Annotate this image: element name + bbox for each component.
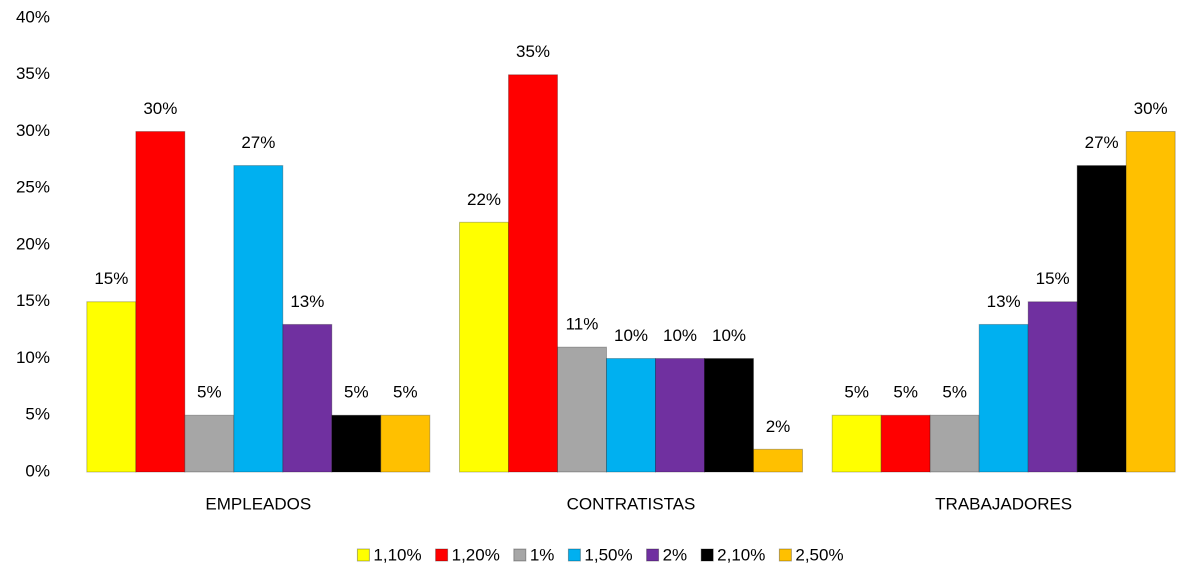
bar	[978, 323, 1029, 473]
x-tick-label: TRABAJADORES	[935, 494, 1072, 513]
bar	[753, 448, 803, 473]
legend-item: 1,20%	[435, 545, 500, 564]
legend-swatch	[435, 548, 449, 562]
legend-label: 2,10%	[717, 545, 765, 564]
bar	[831, 414, 882, 473]
y-tick-label: 40%	[16, 7, 50, 26]
y-tick-label: 30%	[16, 121, 50, 140]
bar	[380, 414, 431, 473]
legend-swatch	[356, 548, 370, 562]
data-label: 15%	[1036, 269, 1070, 288]
legend-item: 1%	[513, 545, 555, 564]
legend-label: 1%	[530, 545, 555, 564]
y-tick-label: 25%	[16, 178, 50, 197]
y-tick-label: 0%	[25, 461, 50, 480]
bar	[135, 131, 186, 473]
data-label: 27%	[241, 133, 275, 152]
legend-label: 1,10%	[373, 545, 421, 564]
bar	[1027, 301, 1078, 473]
data-label: 5%	[344, 383, 369, 402]
y-tick-label: 15%	[16, 291, 50, 310]
x-tick-label: EMPLEADOS	[205, 494, 311, 513]
data-label: 15%	[94, 269, 128, 288]
y-tick-label: 5%	[25, 405, 50, 424]
bar	[880, 414, 931, 473]
legend-item: 1,10%	[356, 545, 422, 564]
x-tick-label: CONTRATISTAS	[567, 494, 696, 513]
bar	[233, 165, 284, 473]
data-label: 27%	[1085, 133, 1119, 152]
legend-item: 2,50%	[778, 545, 844, 564]
bar	[1125, 131, 1176, 473]
y-tick-label: 20%	[16, 234, 50, 253]
bar	[86, 301, 137, 473]
bar	[508, 74, 558, 473]
bar	[331, 414, 382, 473]
bar	[929, 414, 980, 473]
data-label: 10%	[712, 326, 746, 345]
legend-item: 2%	[646, 545, 688, 564]
data-label: 22%	[467, 190, 501, 209]
bar	[606, 358, 656, 473]
data-label: 35%	[516, 42, 550, 61]
data-label: 10%	[663, 326, 697, 345]
data-label: 11%	[566, 315, 599, 334]
bar	[1076, 165, 1127, 473]
y-tick-label: 35%	[16, 64, 50, 83]
legend-swatch	[513, 548, 527, 562]
legend-swatch	[778, 548, 792, 562]
bar	[282, 323, 333, 473]
bar	[655, 358, 705, 473]
data-label: 5%	[197, 383, 222, 402]
data-label: 13%	[987, 292, 1021, 311]
data-label: 13%	[290, 292, 324, 311]
legend-swatch	[700, 548, 714, 562]
data-label: 10%	[614, 326, 648, 345]
bar	[704, 358, 754, 473]
data-label: 30%	[143, 99, 177, 118]
bar	[557, 346, 607, 473]
legend-item: 1,50%	[567, 545, 633, 564]
legend-label: 2%	[663, 545, 688, 564]
legend-swatch	[567, 548, 581, 562]
data-label: 5%	[893, 383, 918, 402]
legend-label: 1,50%	[584, 545, 632, 564]
data-label: 2%	[766, 417, 791, 436]
bar	[459, 221, 509, 473]
legend-label: 2,50%	[795, 545, 843, 564]
bar	[184, 414, 235, 473]
data-label: 5%	[393, 383, 418, 402]
data-label: 30%	[1134, 99, 1168, 118]
y-tick-label: 10%	[16, 348, 50, 367]
legend-item: 2,10%	[700, 545, 765, 564]
data-label: 5%	[942, 383, 967, 402]
legend-label: 1,20%	[452, 545, 500, 564]
data-label: 5%	[844, 383, 869, 402]
legend-swatch	[646, 548, 660, 562]
